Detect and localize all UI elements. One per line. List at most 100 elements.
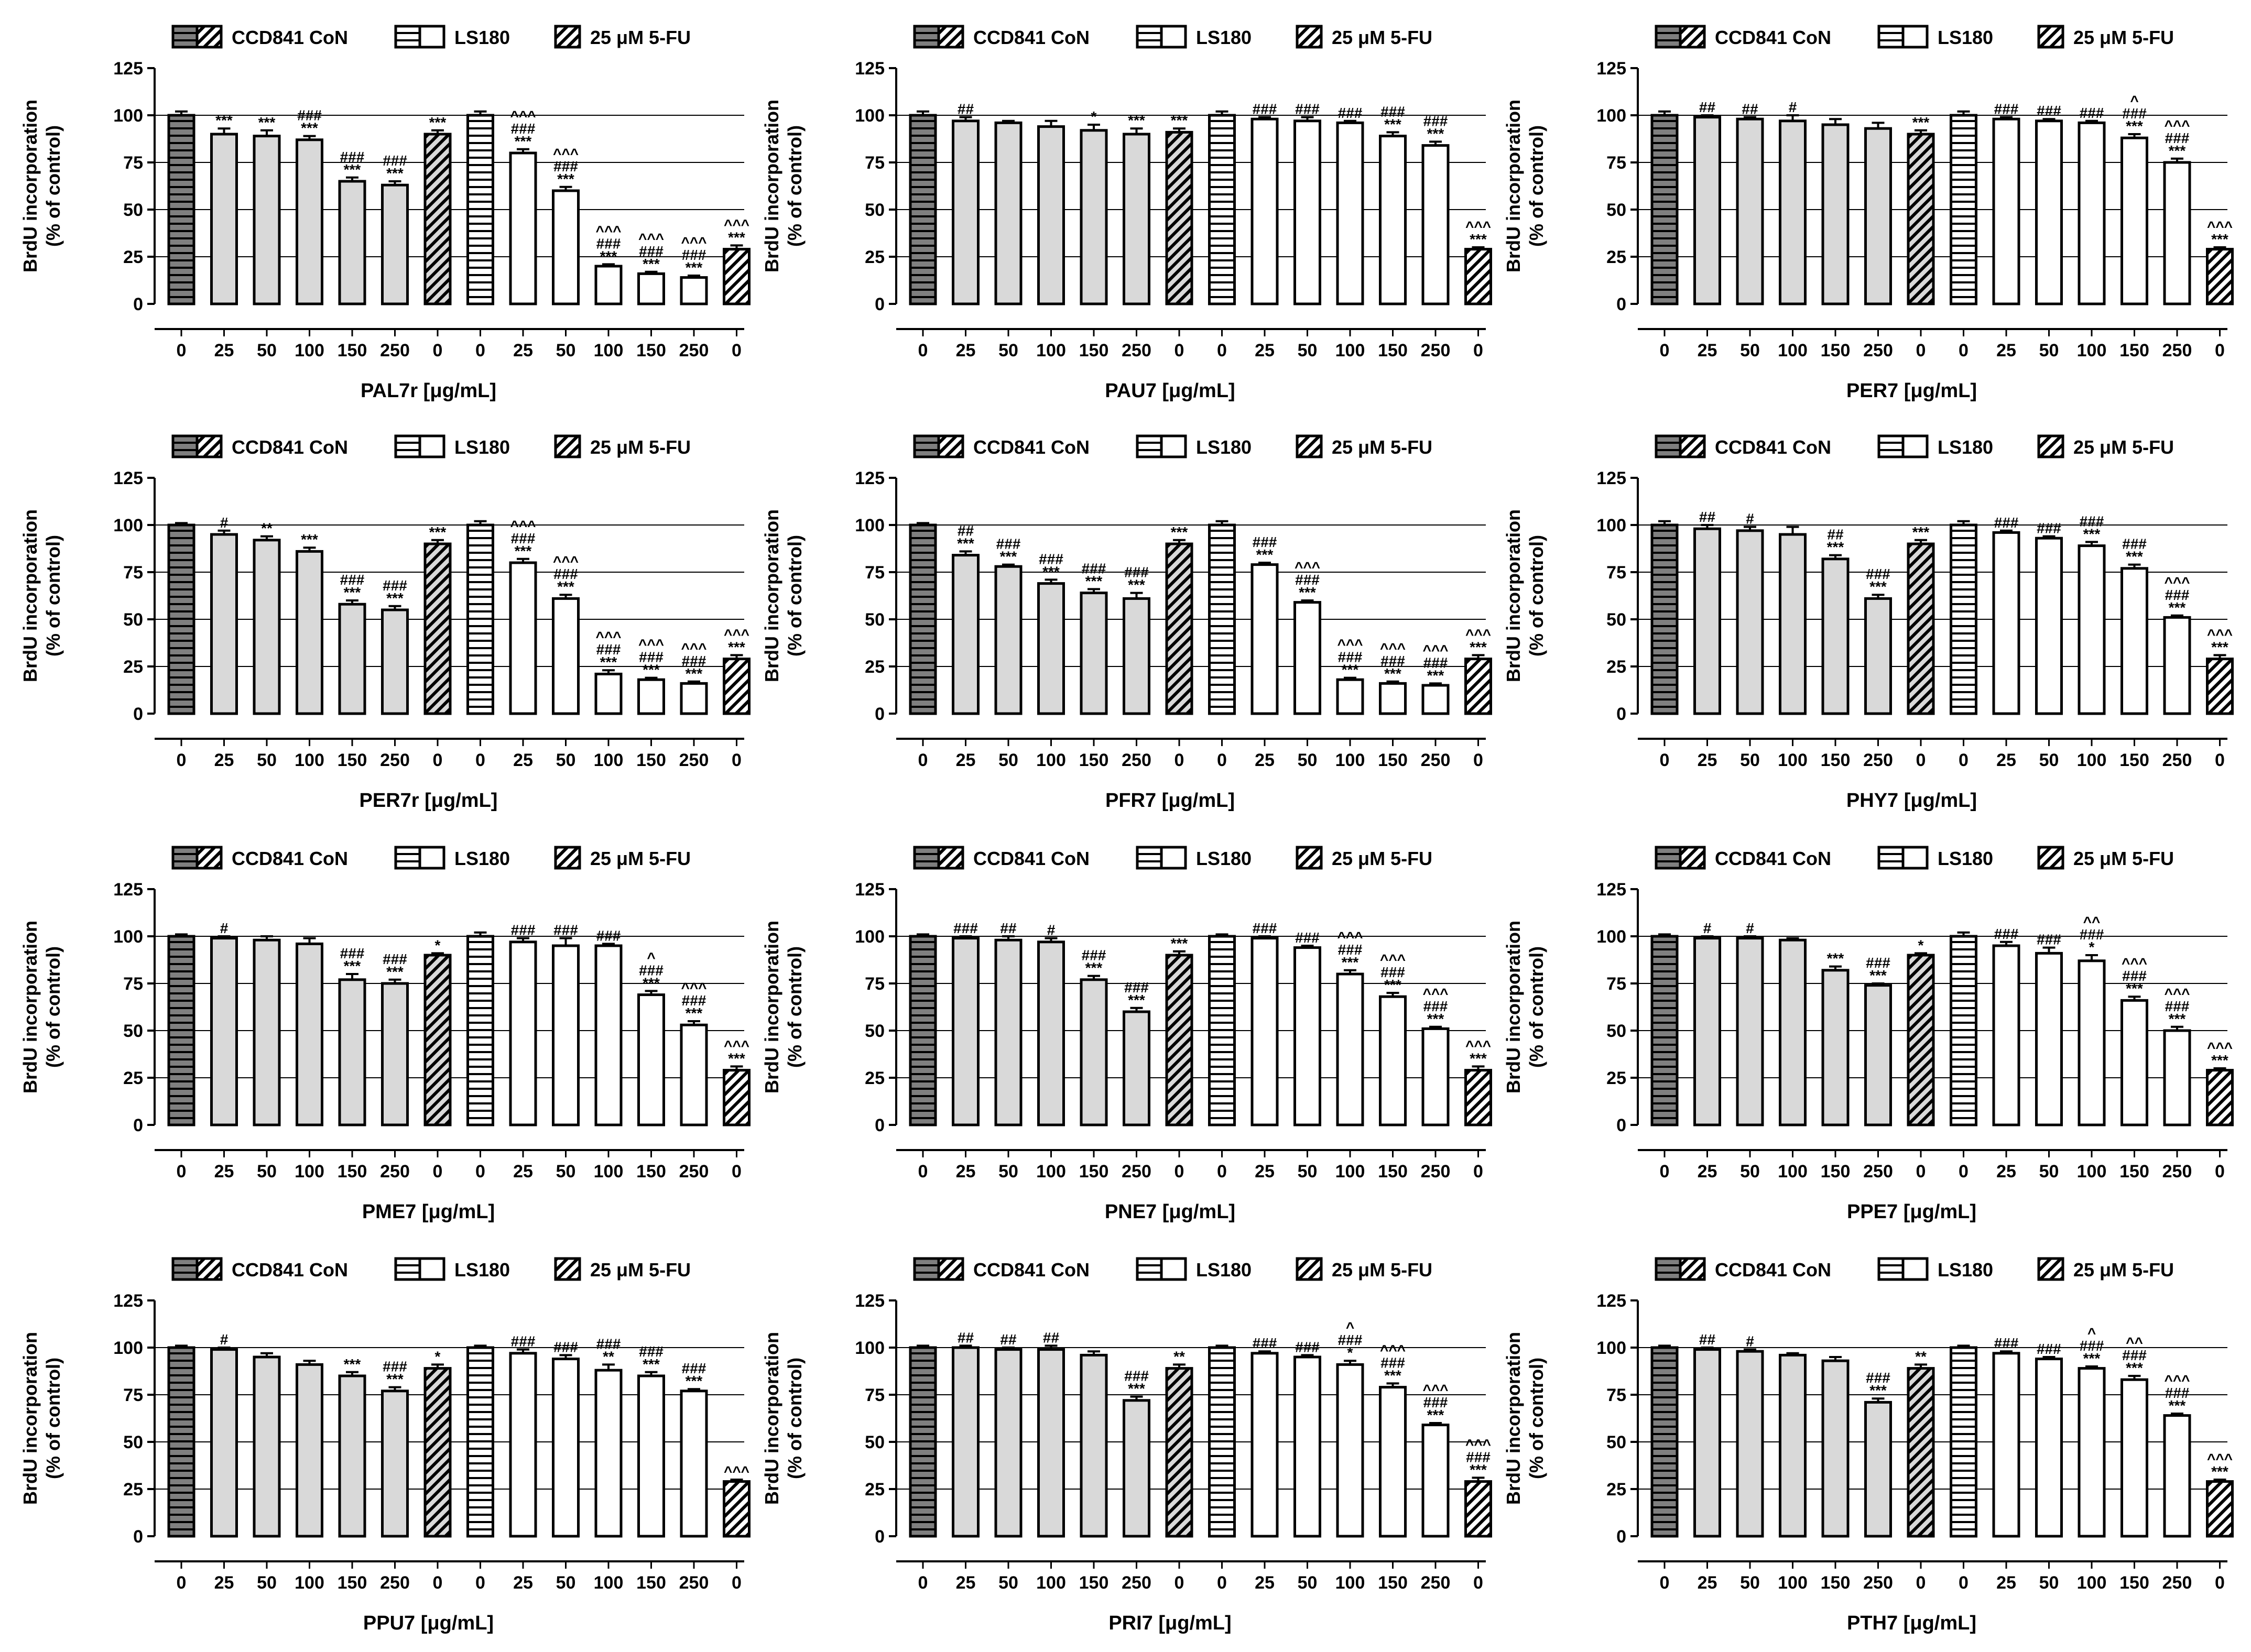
significance-label: *** bbox=[1869, 1382, 1887, 1398]
y-tick-label: 75 bbox=[1606, 153, 1626, 173]
y-tick-label: 25 bbox=[123, 657, 143, 677]
y-axis-label-line2: (% of control) bbox=[1526, 946, 1547, 1068]
bar bbox=[680, 1390, 708, 1538]
x-axis-title: PTH7 [μg/mL] bbox=[1847, 1612, 1976, 1634]
legend-swatch bbox=[1679, 25, 1706, 49]
x-tick-label: 100 bbox=[1778, 1162, 1808, 1181]
bar bbox=[2078, 1367, 2106, 1538]
significance-label: ^^^ bbox=[2207, 1451, 2233, 1467]
bar bbox=[1693, 116, 1721, 305]
significance-label: ### bbox=[2165, 998, 2190, 1014]
bar bbox=[1165, 954, 1193, 1126]
bar bbox=[1208, 935, 1236, 1126]
x-axis-title: PAU7 [μg/mL] bbox=[1105, 380, 1235, 402]
y-tick-label: 25 bbox=[1606, 657, 1626, 677]
significance-label: ## bbox=[958, 522, 974, 539]
legend-label: LS180 bbox=[1938, 1259, 1993, 1281]
y-tick-label: 25 bbox=[1606, 247, 1626, 267]
x-tick-label: 0 bbox=[177, 1573, 187, 1593]
chart-panel-pme7: CCD841 CoN LS180 25 μM 5-FU BrdU incorporat… bbox=[19, 846, 751, 1223]
significance-label: *** bbox=[728, 639, 745, 655]
significance-label: *** bbox=[515, 133, 532, 149]
bar bbox=[1421, 1027, 1450, 1126]
bar bbox=[1123, 133, 1150, 305]
y-tick-label: 125 bbox=[1596, 468, 1626, 488]
y-tick-label: 0 bbox=[133, 1527, 143, 1547]
legend-swatch bbox=[394, 25, 421, 49]
significance-label: *** bbox=[258, 114, 276, 130]
y-tick-label: 50 bbox=[123, 200, 143, 220]
legend-label: LS180 bbox=[454, 436, 510, 458]
significance-label: # bbox=[1789, 99, 1797, 115]
legend-swatch bbox=[195, 846, 223, 870]
y-tick-label: 50 bbox=[1606, 200, 1626, 220]
bar bbox=[952, 937, 980, 1126]
significance-label: *** bbox=[1427, 1407, 1444, 1423]
significance-label: ^^ bbox=[2083, 914, 2101, 930]
significance-label: ## bbox=[958, 101, 974, 117]
significance-label: ### bbox=[682, 1360, 706, 1376]
significance-label: ### bbox=[1295, 1339, 1320, 1355]
significance-label: * bbox=[1091, 108, 1097, 125]
significance-label: *** bbox=[301, 531, 318, 548]
bar bbox=[1779, 119, 1807, 305]
y-tick-label: 50 bbox=[865, 1021, 885, 1041]
y-tick-label: 125 bbox=[1596, 1291, 1626, 1311]
y-tick-label: 0 bbox=[1616, 704, 1626, 724]
y-axis-label-line1: BrdU incorporation bbox=[1503, 1332, 1524, 1505]
bar bbox=[1650, 1346, 1679, 1538]
significance-label: ** bbox=[603, 1348, 614, 1364]
x-tick-label: 0 bbox=[918, 1573, 928, 1593]
x-tick-label: 150 bbox=[1079, 750, 1109, 770]
significance-label: * bbox=[1347, 1344, 1353, 1361]
bar bbox=[1208, 523, 1236, 715]
legend-swatch bbox=[1160, 1257, 1187, 1281]
x-tick-label: 25 bbox=[513, 1573, 533, 1593]
x-tick-label: 0 bbox=[475, 1162, 485, 1181]
y-tick-label: 125 bbox=[113, 468, 143, 488]
x-tick-label: 250 bbox=[2162, 1162, 2192, 1181]
bar bbox=[1693, 527, 1721, 715]
significance-label: *** bbox=[600, 654, 617, 670]
y-tick-label: 75 bbox=[865, 563, 885, 583]
bar bbox=[1165, 130, 1193, 305]
legend-swatch bbox=[418, 25, 445, 49]
x-tick-label: 25 bbox=[214, 1162, 234, 1181]
significance-label: *** bbox=[2169, 143, 2186, 159]
significance-label: ### bbox=[1295, 101, 1320, 117]
x-tick-label: 150 bbox=[636, 1162, 666, 1181]
bar bbox=[167, 523, 195, 715]
bar bbox=[296, 1363, 323, 1538]
significance-label: ### bbox=[340, 572, 365, 588]
y-axis-label-line1: BrdU incorporation bbox=[19, 100, 41, 272]
x-tick-label: 0 bbox=[1916, 750, 1926, 770]
y-tick-label: 0 bbox=[133, 294, 143, 314]
x-tick-label: 0 bbox=[1217, 1573, 1227, 1593]
bar bbox=[1250, 117, 1279, 305]
legend-label: 25 μM 5-FU bbox=[1332, 436, 1432, 458]
x-tick-label: 0 bbox=[1916, 1573, 1926, 1593]
significance-label: ### bbox=[511, 1333, 536, 1350]
legend: CCD841 CoN LS180 25 μM 5-FU bbox=[171, 846, 691, 870]
significance-label: *** bbox=[215, 112, 233, 128]
significance-label: ^^^ bbox=[1422, 1382, 1448, 1398]
bar bbox=[637, 678, 665, 715]
x-tick-label: 50 bbox=[1740, 1573, 1760, 1593]
x-tick-label: 0 bbox=[732, 1162, 742, 1181]
significance-label: *** bbox=[728, 229, 745, 245]
y-tick-label: 50 bbox=[1606, 1021, 1626, 1041]
y-tick-label: 25 bbox=[123, 1068, 143, 1088]
legend-swatch bbox=[554, 1257, 581, 1281]
bar bbox=[952, 554, 980, 715]
x-axis-title: PER7r [μg/mL] bbox=[360, 790, 498, 812]
legend-swatch bbox=[937, 846, 964, 870]
legend-label: LS180 bbox=[1938, 436, 1993, 458]
x-tick-label: 250 bbox=[1421, 1162, 1451, 1181]
legend-swatch bbox=[913, 434, 940, 458]
x-axis-title: PER7 [μg/mL] bbox=[1846, 380, 1977, 402]
x-axis-title: PME7 [μg/mL] bbox=[362, 1201, 495, 1223]
x-axis-title: PPE7 [μg/mL] bbox=[1847, 1201, 1976, 1223]
legend-swatch bbox=[913, 1257, 940, 1281]
bar bbox=[1821, 123, 1850, 305]
chart-panel-ppu7: CCD841 CoN LS180 25 μM 5-FU BrdU incorporat… bbox=[19, 1257, 751, 1634]
